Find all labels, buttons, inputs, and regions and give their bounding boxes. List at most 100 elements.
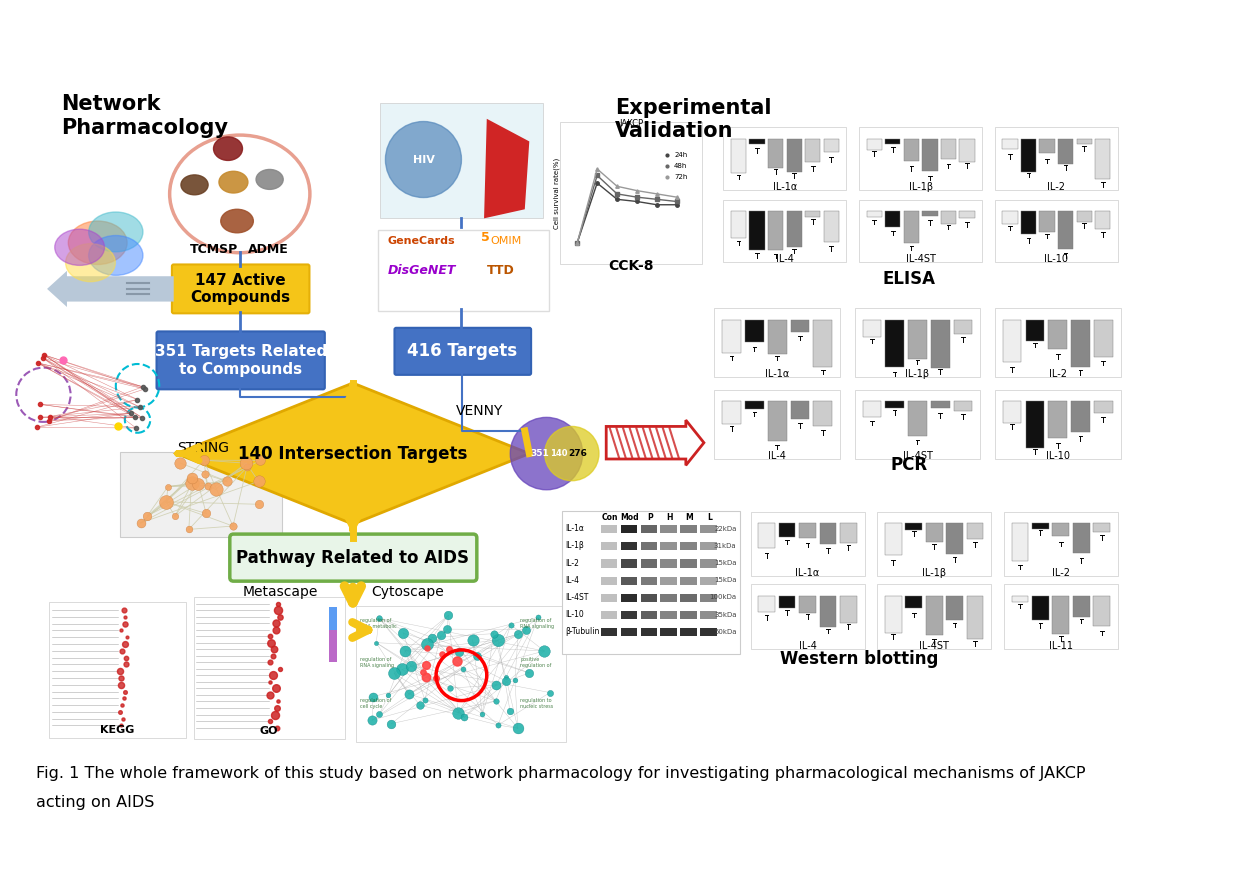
Bar xyxy=(941,139,956,159)
Text: IL-1β: IL-1β xyxy=(565,541,584,550)
Circle shape xyxy=(386,121,462,197)
FancyBboxPatch shape xyxy=(380,102,543,218)
Text: 416 Targets: 416 Targets xyxy=(407,342,518,360)
Bar xyxy=(1052,596,1069,634)
Text: Cell survival rate(%): Cell survival rate(%) xyxy=(553,158,560,229)
Bar xyxy=(758,596,774,612)
Bar xyxy=(1073,524,1089,553)
FancyBboxPatch shape xyxy=(641,525,657,533)
FancyBboxPatch shape xyxy=(723,128,847,190)
Text: Pathway Related to AIDS: Pathway Related to AIDS xyxy=(237,548,469,567)
Bar xyxy=(778,596,796,608)
Bar xyxy=(1077,139,1092,143)
Bar xyxy=(885,401,904,408)
Text: 147 Active
Compounds: 147 Active Compounds xyxy=(190,273,291,305)
Text: IL-4: IL-4 xyxy=(798,641,817,651)
Text: IL-1α: IL-1α xyxy=(796,568,819,578)
Circle shape xyxy=(510,417,583,490)
Text: IL-2: IL-2 xyxy=(1052,568,1069,578)
FancyBboxPatch shape xyxy=(230,534,477,581)
FancyBboxPatch shape xyxy=(878,584,991,649)
Bar xyxy=(960,139,975,162)
Text: 15kDa: 15kDa xyxy=(713,577,737,583)
Text: β-Tubulin: β-Tubulin xyxy=(565,627,600,636)
Ellipse shape xyxy=(55,229,105,266)
FancyBboxPatch shape xyxy=(751,512,864,576)
Bar xyxy=(1002,211,1017,224)
Text: IL-4ST: IL-4ST xyxy=(919,641,949,651)
FancyBboxPatch shape xyxy=(995,128,1118,190)
FancyBboxPatch shape xyxy=(621,560,637,568)
FancyBboxPatch shape xyxy=(356,606,566,742)
Text: CCK-8: CCK-8 xyxy=(609,259,654,273)
FancyBboxPatch shape xyxy=(681,576,697,585)
Bar xyxy=(1052,524,1069,537)
Text: 140: 140 xyxy=(550,449,568,458)
Text: IL-1α: IL-1α xyxy=(766,370,789,379)
FancyBboxPatch shape xyxy=(621,525,637,533)
Bar xyxy=(1026,319,1045,341)
Bar xyxy=(745,319,763,341)
Bar xyxy=(768,319,787,354)
Text: positive
regulation of: positive regulation of xyxy=(520,657,552,668)
Bar xyxy=(791,319,809,332)
Bar xyxy=(885,524,901,555)
Bar xyxy=(722,401,741,424)
FancyBboxPatch shape xyxy=(681,594,697,602)
Text: ADME: ADME xyxy=(248,243,289,256)
Bar xyxy=(819,596,837,627)
Text: Mod: Mod xyxy=(620,513,639,522)
Text: M: M xyxy=(686,513,693,522)
Bar xyxy=(1021,139,1036,172)
Bar xyxy=(904,211,919,244)
FancyBboxPatch shape xyxy=(378,230,549,311)
FancyBboxPatch shape xyxy=(661,525,677,533)
Circle shape xyxy=(544,427,599,480)
FancyBboxPatch shape xyxy=(621,594,637,602)
Bar xyxy=(946,524,964,554)
Bar xyxy=(1040,139,1055,153)
Bar xyxy=(931,319,950,368)
Ellipse shape xyxy=(256,170,283,189)
FancyBboxPatch shape xyxy=(601,594,618,602)
Bar xyxy=(1071,319,1089,367)
FancyBboxPatch shape xyxy=(621,576,637,585)
Text: acting on AIDS: acting on AIDS xyxy=(36,795,154,810)
Text: H: H xyxy=(666,513,672,522)
Ellipse shape xyxy=(220,209,253,233)
Text: IL-2: IL-2 xyxy=(1048,370,1067,379)
Text: IL-10: IL-10 xyxy=(565,610,584,620)
Bar xyxy=(926,524,942,542)
FancyBboxPatch shape xyxy=(854,390,980,458)
Text: L: L xyxy=(707,513,712,522)
Bar xyxy=(1026,401,1045,448)
FancyBboxPatch shape xyxy=(641,611,657,620)
Text: 351 Targets Related
to Compounds: 351 Targets Related to Compounds xyxy=(154,343,326,378)
Bar xyxy=(1094,401,1113,413)
FancyBboxPatch shape xyxy=(1003,584,1118,649)
FancyBboxPatch shape xyxy=(601,525,618,533)
Text: IL-1β: IL-1β xyxy=(905,370,930,379)
FancyBboxPatch shape xyxy=(681,542,697,550)
Bar xyxy=(758,524,774,547)
Bar xyxy=(905,596,923,607)
Bar xyxy=(824,211,839,242)
Text: Western blotting: Western blotting xyxy=(781,650,939,669)
FancyArrow shape xyxy=(606,420,703,466)
Text: Network
Pharmacology: Network Pharmacology xyxy=(61,94,229,137)
FancyBboxPatch shape xyxy=(172,265,310,313)
Bar xyxy=(1012,596,1028,602)
FancyBboxPatch shape xyxy=(859,200,982,262)
Bar xyxy=(966,596,984,639)
Bar xyxy=(799,596,815,613)
Bar xyxy=(923,211,937,216)
Bar xyxy=(926,596,942,635)
Text: OMIM: OMIM xyxy=(491,236,522,246)
Ellipse shape xyxy=(214,137,243,160)
FancyBboxPatch shape xyxy=(661,542,677,550)
Text: regulation to
nucleic stress: regulation to nucleic stress xyxy=(520,698,554,708)
Text: IL-4ST: IL-4ST xyxy=(903,451,933,461)
FancyBboxPatch shape xyxy=(715,390,840,458)
Bar xyxy=(867,139,881,150)
Text: 48h: 48h xyxy=(674,163,687,169)
